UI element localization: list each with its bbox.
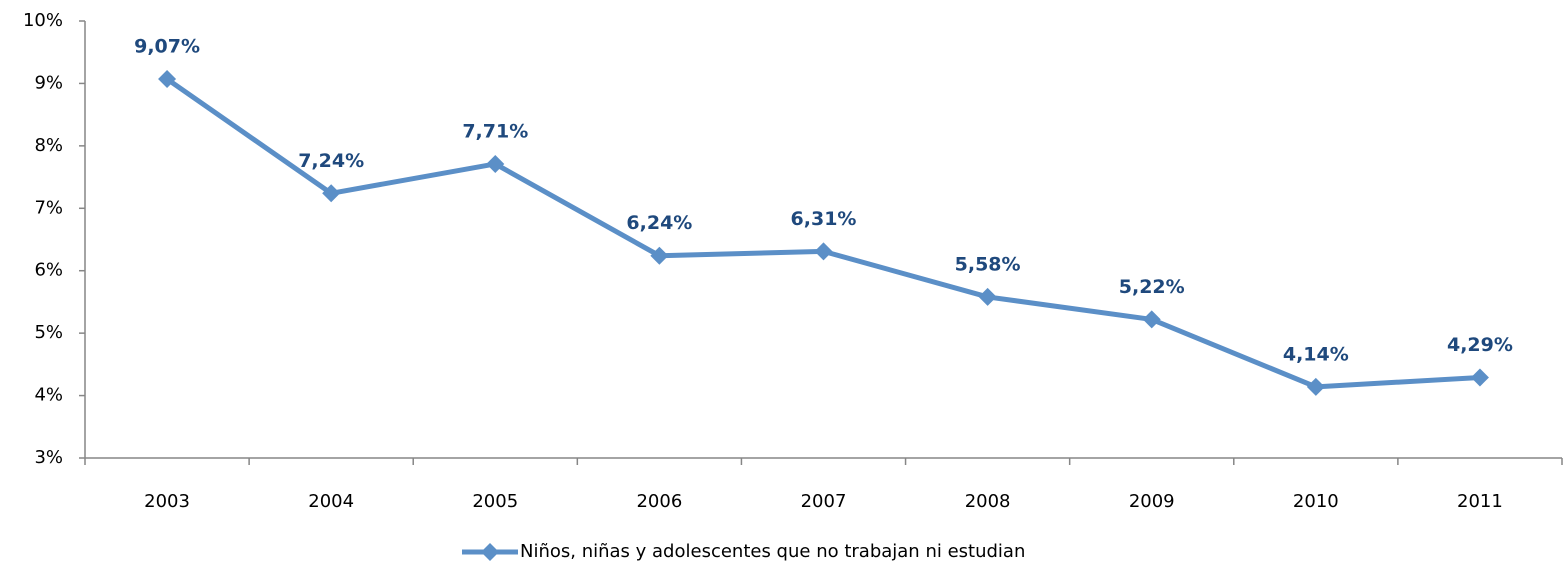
- legend-marker: [481, 543, 499, 561]
- marker: [158, 70, 177, 89]
- x-tick-label: 2006: [636, 491, 682, 512]
- y-tick-label: 5%: [34, 322, 63, 343]
- marker: [486, 154, 505, 173]
- value-label: 5,22%: [1119, 276, 1185, 298]
- value-label: 7,24%: [298, 150, 364, 172]
- marker: [1142, 310, 1161, 329]
- value-label: 6,31%: [791, 208, 857, 230]
- value-label: 4,14%: [1283, 343, 1349, 365]
- y-tick-label: 6%: [34, 260, 63, 281]
- x-tick-label: 2009: [1129, 491, 1175, 512]
- x-tick-label: 2003: [144, 491, 190, 512]
- y-tick-label: 8%: [34, 135, 63, 156]
- value-label: 9,07%: [134, 36, 200, 58]
- marker: [322, 184, 341, 203]
- x-tick-label: 2004: [308, 491, 354, 512]
- x-tick-label: 2008: [965, 491, 1011, 512]
- marker: [814, 242, 833, 261]
- value-label: 7,71%: [462, 120, 528, 142]
- value-label: 6,24%: [626, 212, 692, 234]
- x-tick-label: 2005: [472, 491, 518, 512]
- series-line: [165, 77, 1481, 390]
- y-tick-label: 3%: [34, 447, 63, 468]
- y-tick-label: 7%: [34, 197, 63, 218]
- marker: [1470, 368, 1489, 387]
- x-tick-label: 2007: [801, 491, 847, 512]
- y-tick-label: 9%: [34, 72, 63, 93]
- x-tick-label: 2010: [1293, 491, 1339, 512]
- y-tick-label: 4%: [34, 385, 63, 406]
- marker: [1306, 377, 1325, 396]
- value-label: 4,29%: [1447, 334, 1513, 356]
- y-tick-label: 10%: [23, 10, 63, 31]
- marker: [978, 287, 997, 306]
- value-label: 5,58%: [955, 253, 1021, 275]
- x-tick-label: 2011: [1457, 491, 1503, 512]
- marker: [650, 246, 669, 265]
- legend-label: Niños, niñas y adolescentes que no traba…: [520, 541, 1025, 562]
